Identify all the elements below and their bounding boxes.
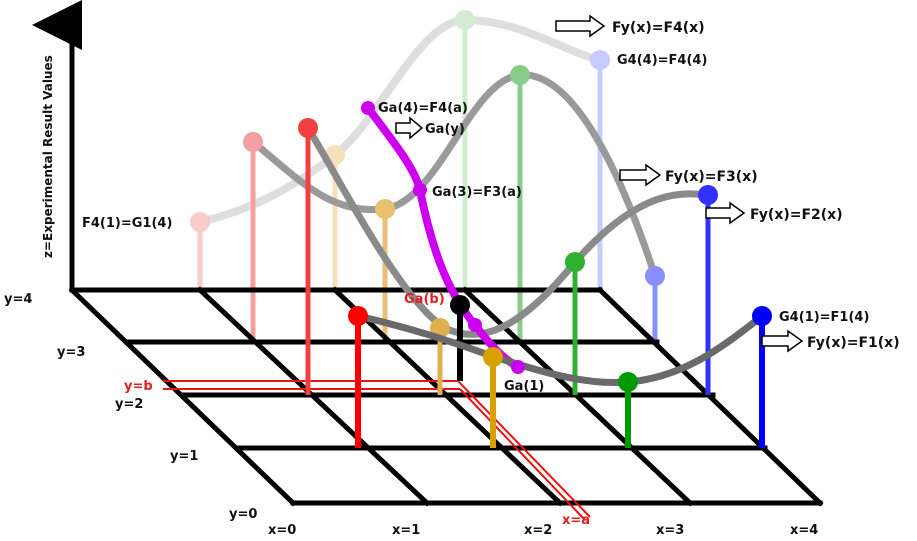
arrow-ga-y bbox=[395, 116, 424, 140]
hollow-arrows bbox=[395, 14, 804, 353]
marker-x-label: x=a bbox=[562, 513, 590, 528]
point-f4-0 bbox=[190, 212, 210, 232]
point-f3-0 bbox=[243, 132, 263, 152]
point-f1-0 bbox=[348, 306, 368, 326]
tick-x4: x=4 bbox=[790, 523, 818, 537]
tick-x0: x=0 bbox=[268, 523, 296, 537]
label-fy-f4: Fy(x)=F4(x) bbox=[612, 20, 705, 36]
tick-y3: y=3 bbox=[57, 345, 85, 360]
point-ga-3 bbox=[413, 183, 427, 197]
arrow-fy-f3 bbox=[619, 163, 662, 187]
tick-x3: x=3 bbox=[656, 523, 684, 537]
point-ga-1 bbox=[511, 360, 525, 374]
point-f1-2 bbox=[618, 372, 638, 392]
point-f4-3 bbox=[590, 50, 610, 70]
label-fy-f3: Fy(x)=F3(x) bbox=[665, 169, 758, 185]
label-g4-4: G4(4)=F4(4) bbox=[617, 53, 707, 68]
front-stems-y2 bbox=[298, 118, 718, 395]
point-f3-1 bbox=[375, 199, 395, 219]
label-ga-b: Ga(b) bbox=[404, 292, 445, 307]
tick-y2: y=2 bbox=[115, 397, 143, 412]
xy-grid bbox=[68, 286, 824, 507]
point-f3-3 bbox=[645, 266, 665, 286]
curve-f2 bbox=[304, 124, 709, 338]
tick-x2: x=2 bbox=[524, 523, 552, 537]
curve-ga bbox=[364, 104, 522, 371]
mid-layer bbox=[243, 65, 665, 342]
point-f2-3 bbox=[698, 185, 718, 205]
label-f4-1: F4(1)=G1(4) bbox=[82, 216, 172, 231]
curve-f1 bbox=[354, 312, 766, 386]
curve-f4 bbox=[196, 15, 604, 226]
point-f2-2 bbox=[565, 252, 585, 272]
tick-y0: y=0 bbox=[229, 507, 257, 522]
point-f2-0 bbox=[298, 118, 318, 138]
point-ga-2 bbox=[468, 318, 482, 332]
arrow-fy-f2 bbox=[705, 201, 746, 225]
label-ga-1: Ga(1) bbox=[504, 379, 544, 394]
point-ga-b bbox=[450, 295, 470, 315]
tick-x1: x=1 bbox=[392, 523, 420, 537]
tick-y4: y=4 bbox=[4, 292, 32, 307]
label-ga-y: Ga(y) bbox=[425, 122, 465, 137]
arrow-fy-f4 bbox=[555, 14, 606, 38]
curve-f3 bbox=[249, 71, 659, 280]
point-f1-3 bbox=[752, 306, 772, 326]
back-layer bbox=[190, 10, 610, 290]
label-g4-1: G4(1)=F1(4) bbox=[779, 310, 869, 325]
label-fy-f1: Fy(x)=F1(x) bbox=[807, 335, 900, 351]
point-f4-2 bbox=[455, 10, 475, 30]
marker-y-label: y=b bbox=[124, 379, 153, 394]
label-fy-f2: Fy(x)=F2(x) bbox=[750, 207, 843, 223]
point-f1-1 bbox=[483, 347, 503, 367]
label-ga-4: Ga(4)=F4(a) bbox=[378, 101, 468, 116]
tick-y1: y=1 bbox=[170, 449, 198, 464]
arrow-fy-f1 bbox=[761, 329, 804, 353]
point-f3-2 bbox=[510, 65, 530, 85]
point-ga-4 bbox=[361, 101, 375, 115]
point-f2-1 bbox=[430, 318, 450, 338]
z-axis-title: z=Experimental Result Values bbox=[41, 55, 55, 258]
label-ga-3: Ga(3)=F3(a) bbox=[432, 185, 522, 200]
